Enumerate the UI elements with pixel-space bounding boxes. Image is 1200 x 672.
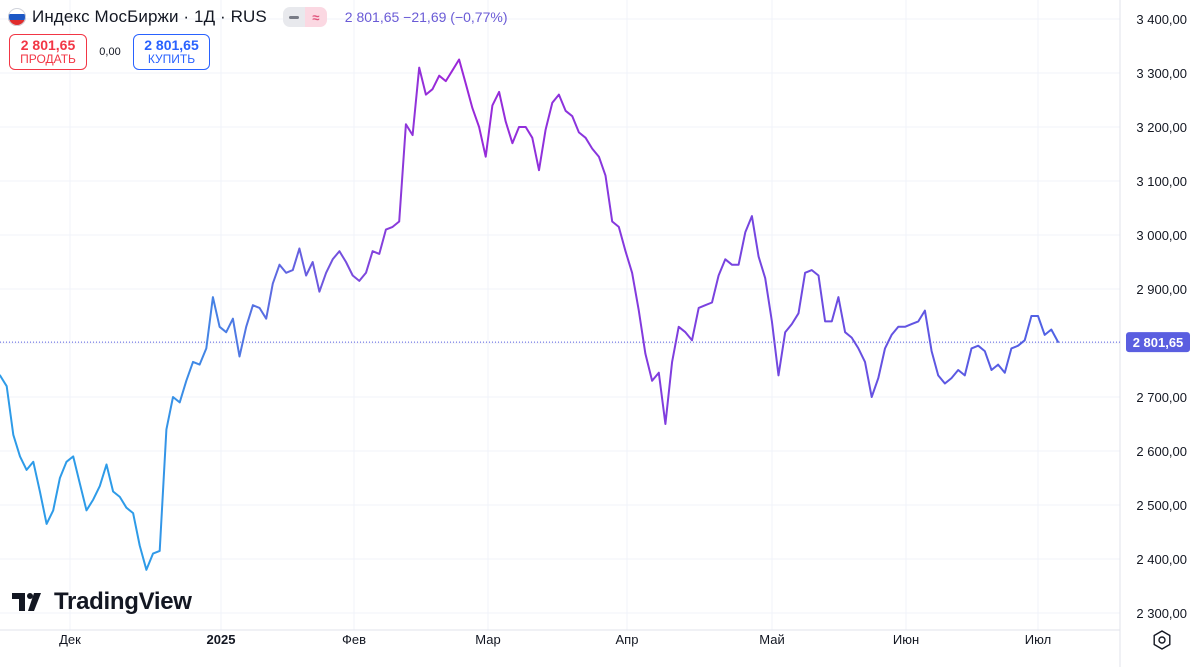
price-change: 2 801,65 −21,69 (−0,77%) [344,9,508,25]
tradingview-watermark[interactable]: TradingView [12,588,192,616]
y-tick-label: 3 000,00 [1136,228,1187,243]
x-tick-label: Июн [893,632,919,647]
x-tick-label: Фев [342,632,366,647]
sell-price: 2 801,65 [20,37,76,54]
y-tick-label: 3 200,00 [1136,120,1187,135]
buy-button[interactable]: 2 801,65 КУПИТЬ [133,34,210,70]
x-tick-label: Июл [1025,632,1051,647]
spread-value: 0,00 [99,46,121,58]
y-tick-label: 2 600,00 [1136,444,1187,459]
sell-label: ПРОДАТЬ [20,52,76,67]
symbol-title[interactable]: Индекс МосБиржи · 1Д · RUS [32,7,267,26]
legend-toggle[interactable]: ≈ [282,7,327,27]
x-tick-label: 2025 [207,632,236,647]
gear-icon[interactable] [1152,630,1172,650]
symbol-legend[interactable]: Индекс МосБиржи · 1Д · RUS ≈ 2 801,65 −2… [8,6,507,28]
y-tick-label: 3 300,00 [1136,66,1187,81]
russia-flag-icon [8,8,26,26]
x-tick-label: Дек [59,632,81,647]
y-tick-label: 2 900,00 [1136,282,1187,297]
tradingview-logo-icon [12,593,41,611]
minus-icon[interactable] [282,7,305,27]
y-tick-label: 3 400,00 [1136,12,1187,27]
last-price-tag: 2 801,65 [1126,332,1190,353]
approx-icon[interactable]: ≈ [304,7,327,27]
x-tick-label: Мар [475,632,500,647]
trade-panel: 2 801,65 ПРОДАТЬ 0,00 2 801,65 КУПИТЬ [9,34,210,70]
last-price-label: 2 801,65 [1133,335,1184,350]
series-line[interactable] [0,58,1059,571]
x-tick-label: Апр [616,632,639,647]
y-tick-label: 2 500,00 [1136,498,1187,513]
y-tick-label: 2 400,00 [1136,552,1187,567]
y-tick-label: 2 700,00 [1136,390,1187,405]
buy-price: 2 801,65 [144,37,199,54]
tradingview-logo-text: TradingView [54,588,192,615]
x-tick-label: Май [759,632,784,647]
sell-button[interactable]: 2 801,65 ПРОДАТЬ [9,34,87,70]
y-tick-label: 3 100,00 [1136,174,1187,189]
buy-label: КУПИТЬ [147,52,196,67]
y-tick-label: 2 300,00 [1136,606,1187,621]
